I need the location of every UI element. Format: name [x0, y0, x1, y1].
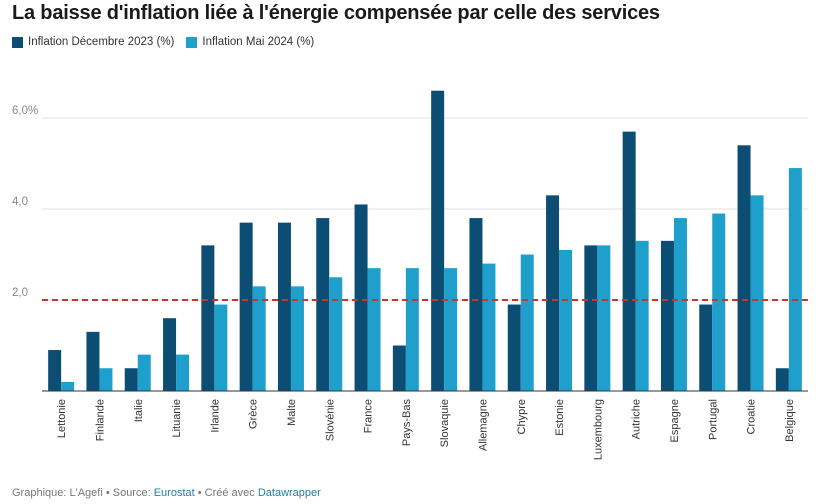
- x-tick-label: Lettonie: [56, 399, 68, 438]
- bar-may-2024: [444, 268, 458, 391]
- bar-may-2024: [482, 263, 496, 391]
- bar-dec-2023: [124, 368, 138, 391]
- footer-middle: • Créé avec: [194, 487, 258, 499]
- bar-may-2024: [559, 249, 573, 391]
- bar-dec-2023: [699, 304, 713, 391]
- x-tick-label: Luxembourg: [592, 399, 604, 460]
- y-tick-label: 4,0: [12, 196, 28, 208]
- bar-dec-2023: [201, 245, 215, 391]
- bar-dec-2023: [584, 245, 598, 391]
- bar-dec-2023: [431, 90, 445, 391]
- y-tick-label: 2,0: [12, 287, 28, 299]
- bar-may-2024: [137, 354, 151, 391]
- bar-may-2024: [61, 381, 75, 391]
- x-tick-label: Belgique: [784, 399, 796, 442]
- bar-dec-2023: [507, 304, 521, 391]
- x-tick-label: Italie: [133, 399, 145, 422]
- legend-swatch-dec-2023: [12, 36, 23, 48]
- x-tick-label: Pays-Bas: [401, 399, 413, 447]
- bar-may-2024: [214, 304, 228, 391]
- x-tick-label: Grèce: [248, 399, 260, 429]
- bar-may-2024: [252, 286, 266, 391]
- bar-may-2024: [176, 354, 190, 391]
- bar-dec-2023: [546, 195, 560, 391]
- bar-may-2024: [673, 218, 687, 391]
- x-tick-label: Chypre: [516, 399, 528, 434]
- bar-dec-2023: [775, 368, 789, 391]
- legend-label-may-2024: Inflation Mai 2024 (%): [202, 36, 315, 48]
- bar-may-2024: [290, 286, 304, 391]
- bar-may-2024: [635, 240, 649, 391]
- bar-may-2024: [329, 277, 343, 391]
- legend-swatch-may-2024: [186, 36, 198, 48]
- x-tick-label: Croatie: [746, 399, 758, 434]
- bar-dec-2023: [316, 218, 330, 391]
- legend-item-may-2024: Inflation Mai 2024 (%): [186, 36, 314, 48]
- bar-dec-2023: [354, 204, 368, 391]
- x-tick-label: Slovénie: [324, 399, 336, 441]
- bar-dec-2023: [48, 350, 62, 391]
- bar-dec-2023: [239, 222, 253, 391]
- bar-dec-2023: [392, 345, 406, 391]
- legend-item-dec-2023: Inflation Décembre 2023 (%): [12, 36, 174, 48]
- bar-may-2024: [520, 254, 534, 391]
- x-tick-label: Finlande: [94, 399, 106, 441]
- footer-credits: Graphique: L'Agefi • Source: Eurostat • …: [12, 487, 321, 499]
- source-link[interactable]: Eurostat: [153, 487, 195, 499]
- legend: Inflation Décembre 2023 (%) Inflation Ma…: [12, 36, 326, 48]
- bar-dec-2023: [469, 218, 483, 391]
- x-tick-label: Portugal: [707, 399, 719, 440]
- bar-may-2024: [367, 268, 381, 391]
- bar-dec-2023: [277, 222, 291, 391]
- bar-may-2024: [405, 268, 419, 391]
- x-tick-label: Slovaquie: [439, 399, 451, 447]
- legend-label-dec-2023: Inflation Décembre 2023 (%): [28, 36, 175, 48]
- bar-may-2024: [750, 195, 764, 391]
- bar-may-2024: [597, 245, 611, 391]
- bar-dec-2023: [660, 240, 674, 391]
- bar-chart: 2,0 4,0 6,0% Lettonie Finlande Italie Lituanie…: [12, 90, 808, 460]
- datawrapper-link[interactable]: Datawrapper: [257, 487, 321, 499]
- chart-title: La baisse d'inflation liée à l'énergie c…: [12, 2, 660, 24]
- footer-prefix: Graphique: L'Agefi • Source:: [12, 487, 154, 499]
- bar-dec-2023: [622, 131, 636, 391]
- x-tick-label: Irlande: [209, 399, 221, 433]
- y-tick-label: 6,0%: [12, 105, 38, 117]
- bar-dec-2023: [737, 145, 751, 391]
- bar-may-2024: [788, 168, 802, 391]
- x-tick-label: Malte: [286, 399, 298, 426]
- x-tick-label: Allemagne: [477, 399, 489, 451]
- bar-may-2024: [99, 368, 113, 391]
- x-tick-label: France: [363, 399, 375, 433]
- bar-dec-2023: [163, 318, 177, 391]
- x-tick-label: Autriche: [631, 399, 643, 439]
- x-tick-label: Espagne: [669, 399, 681, 442]
- bar-may-2024: [712, 213, 726, 391]
- bar-dec-2023: [86, 331, 100, 391]
- x-tick-label: Estonie: [554, 399, 566, 436]
- x-tick-label: Lituanie: [171, 399, 183, 438]
